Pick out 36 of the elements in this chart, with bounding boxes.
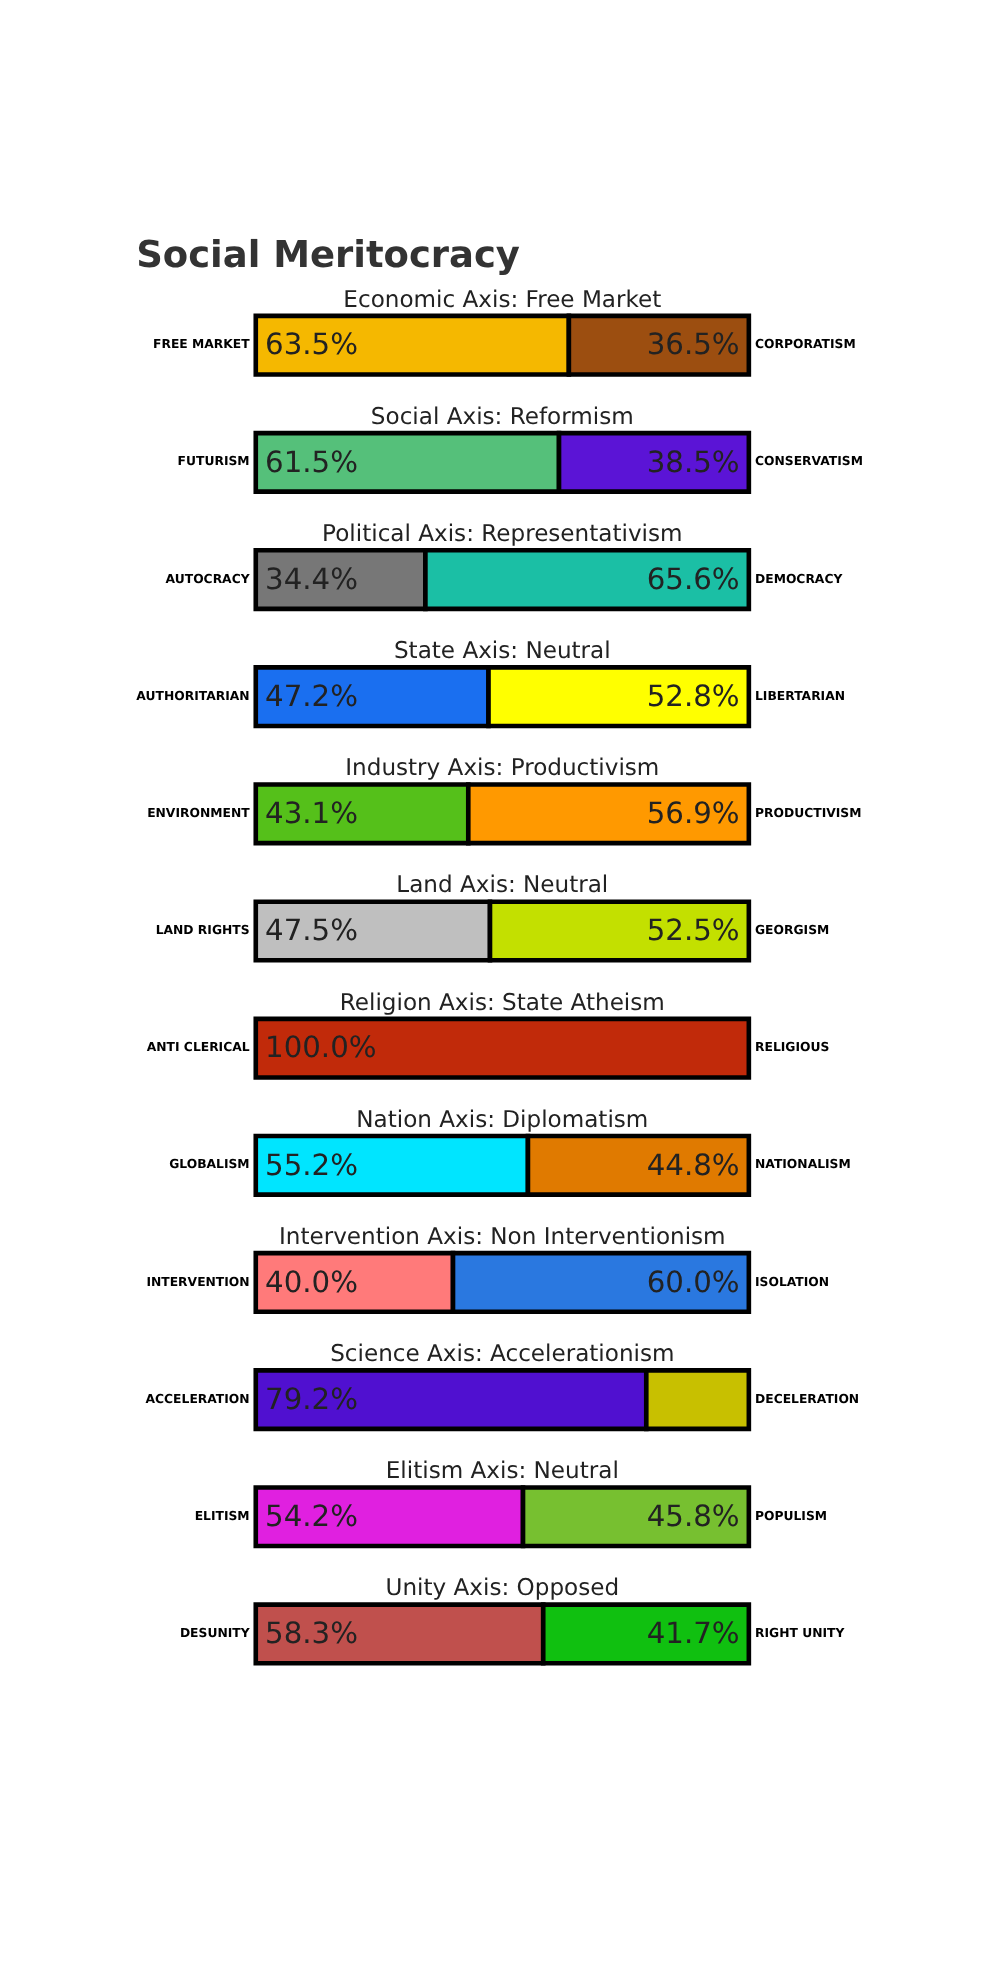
data-label: 52.5% [646,914,740,949]
y-tick-label: Industry Axis: Productivism [345,753,660,782]
data-label: 61.5% [265,445,359,480]
data-label: 58.3% [265,1617,359,1652]
y-tick-label: Political Axis: Representativism [322,519,683,547]
data-label: 38.5% [646,445,740,480]
y-tick-label: Intervention Axis: Non Interventionism [279,1221,726,1250]
y-tick-label: Science Axis: Accelerationism [330,1339,675,1368]
y-tick-label: Social Axis: Reformism [370,401,634,430]
data-label: 100.0% [265,1031,377,1066]
y-tick-label: Religion Axis: State Atheism [339,987,665,1016]
y-tick-label: Nation Axis: Diplomatism [356,1104,649,1133]
data-label: 41.7% [646,1617,740,1652]
y-tick-label: Unity Axis: Opposed [385,1573,620,1602]
data-label: 63.5% [265,328,359,363]
data-label: 43.1% [265,797,359,832]
data-label: 55.2% [265,1148,359,1183]
data-label: 52.8% [646,679,740,714]
data-label: 36.5% [646,328,740,363]
data-label: 44.8% [646,1148,740,1183]
data-label: 47.2% [265,679,359,714]
data-label: 45.8% [646,1500,740,1535]
data-label: 40.0% [265,1265,359,1300]
data-label: 47.5% [265,914,359,949]
data-label: 54.2% [265,1500,359,1535]
bar [253,1016,752,1080]
y-tick-label: Elitism Axis: Neutral [385,1456,619,1485]
data-label: 79.2% [265,1382,359,1417]
chart-title: Social Meritocracy [136,234,520,277]
data-label: 34.4% [265,562,359,597]
data-label: 56.9% [646,797,740,832]
y-tick-label: State Axis: Neutral [393,636,611,665]
data-label: 65.6% [646,562,740,597]
y-tick-label: Land Axis: Neutral [396,870,609,899]
data-label: 60.0% [646,1265,740,1300]
y-tick-label: Economic Axis: Free Market [343,284,663,313]
